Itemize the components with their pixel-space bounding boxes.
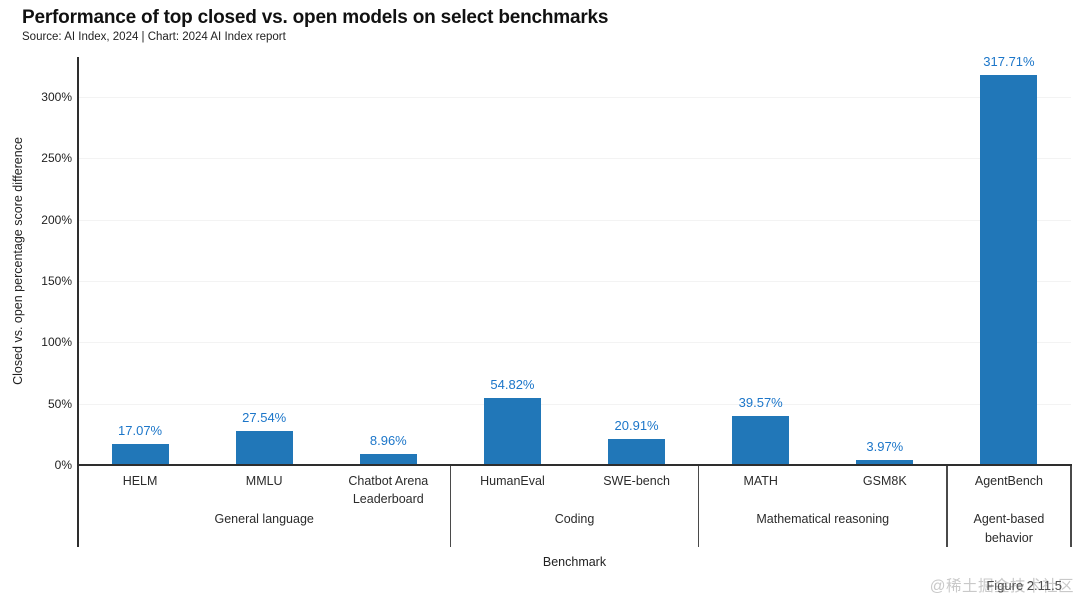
x-axis-label: Benchmark bbox=[542, 555, 607, 569]
group-divider-line bbox=[946, 466, 948, 547]
y-tick-label: 0% bbox=[54, 458, 72, 472]
gridline bbox=[78, 342, 1071, 344]
benchmark-label: SWE-bench bbox=[603, 474, 670, 488]
gridline bbox=[78, 219, 1071, 221]
y-axis-label: Closed vs. open percentage score differe… bbox=[11, 137, 25, 385]
bar bbox=[111, 444, 169, 465]
benchmark-label: GSM8K bbox=[862, 474, 907, 488]
bar-value-label: 17.07% bbox=[118, 423, 163, 439]
gridline bbox=[78, 281, 1071, 282]
chart-title: Performance of top closed vs. open model… bbox=[22, 7, 609, 28]
benchmark-label: HumanEval bbox=[480, 474, 545, 488]
watermark: @稀土掘金技术社区 bbox=[929, 578, 1074, 595]
bar-value-label: 20.91% bbox=[614, 418, 659, 434]
bar-value-label: 27.54% bbox=[242, 410, 287, 426]
gridline bbox=[78, 403, 1071, 405]
figure-number: Figure 2.11.5 bbox=[986, 578, 1062, 593]
bar bbox=[359, 454, 417, 465]
gridline bbox=[78, 97, 1071, 98]
bar bbox=[483, 397, 541, 465]
group-divider-line bbox=[449, 466, 452, 547]
group-label: Agent-based behavior bbox=[973, 512, 1045, 545]
group-label: General language bbox=[214, 512, 314, 526]
benchmark-label: MMLU bbox=[245, 474, 283, 488]
y-tick-label: 50% bbox=[47, 396, 72, 411]
y-tick-label: 250% bbox=[41, 151, 72, 166]
y-tick-label: 300% bbox=[41, 90, 72, 104]
bar-value-label: 3.97% bbox=[866, 439, 904, 455]
chart-source: Source: AI Index, 2024 | Chart: 2024 AI … bbox=[22, 31, 286, 43]
group-label: Mathematical reasoning bbox=[756, 512, 890, 526]
benchmark-label: AgentBench bbox=[974, 474, 1043, 488]
bar bbox=[235, 431, 293, 465]
bar bbox=[856, 460, 914, 465]
benchmark-label: Chatbot Arena Leaderboard bbox=[348, 474, 429, 507]
bar-value-label: 317.71% bbox=[983, 54, 1035, 70]
x-axis-baseline bbox=[77, 464, 1072, 466]
benchmark-label: HELM bbox=[122, 474, 158, 488]
group-label: Coding bbox=[554, 512, 595, 526]
bar bbox=[608, 439, 666, 465]
y-tick-label: 200% bbox=[41, 212, 72, 227]
y-tick-label: 150% bbox=[41, 274, 72, 288]
bar-value-label: 8.96% bbox=[369, 433, 407, 448]
benchmark-label: MATH bbox=[743, 474, 778, 488]
bar-value-label: 54.82% bbox=[490, 376, 535, 392]
bar-value-label: 39.57% bbox=[738, 395, 783, 411]
bar bbox=[980, 75, 1038, 465]
y-axis-line bbox=[77, 57, 79, 547]
gridline bbox=[78, 158, 1071, 160]
bar bbox=[732, 416, 790, 465]
group-divider-line bbox=[697, 466, 700, 547]
group-divider-line bbox=[1070, 466, 1072, 547]
y-tick-label: 100% bbox=[41, 335, 72, 350]
